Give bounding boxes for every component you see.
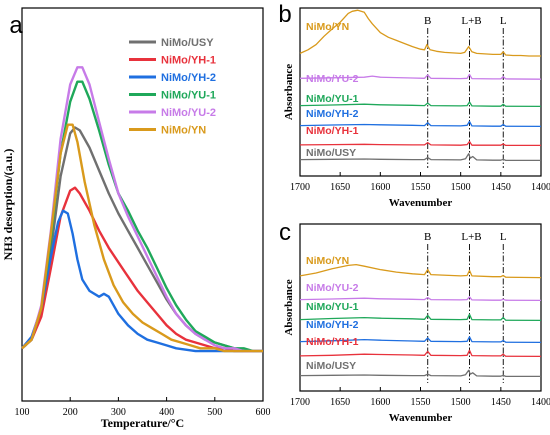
series-line-c: [299, 263, 542, 279]
x-tick-label-a: 300: [111, 407, 126, 418]
reference-label-b: L: [500, 15, 507, 27]
x-tick-label-b: 1450: [491, 182, 511, 193]
series-label-b: NiMo/YU-1: [306, 93, 359, 105]
x-tick-label-c: 1650: [330, 397, 350, 408]
panel-letter-c: c: [279, 219, 291, 246]
x-tick-label-c: 1550: [411, 397, 431, 408]
legend-label: NiMo/USY: [161, 37, 214, 49]
reference-label-c: L+B: [461, 231, 481, 243]
x-tick-label-a: 600: [256, 407, 271, 418]
series-label-c: NiMo/YU-2: [306, 282, 359, 294]
series-line-b: [299, 73, 542, 80]
legend-label: NiMo/YH-1: [161, 55, 216, 67]
legend-label: NiMo/YU-2: [161, 107, 216, 119]
series-line-b: [299, 9, 541, 57]
reference-label-c: B: [424, 231, 431, 243]
reference-label-b: L+B: [461, 15, 481, 27]
series-label-c: NiMo/USY: [306, 360, 356, 372]
legend-label: NiMo/YN: [161, 125, 206, 137]
series-line-a: [21, 123, 263, 353]
series-label-c: NiMo/YH-2: [306, 319, 359, 331]
x-tick-label-c: 1700: [290, 397, 310, 408]
series-label-c: NiMo/YH-1: [306, 336, 359, 348]
series-label-b: NiMo/YH-2: [306, 108, 359, 120]
series-line-b: [299, 153, 541, 162]
x-axis-label-a: Temperature/°C: [101, 416, 184, 430]
panel-letter-a: a: [9, 12, 23, 39]
reference-label-b: B: [424, 15, 431, 27]
x-tick-label-b: 1600: [370, 182, 390, 193]
y-axis-label-b: Absorbance: [283, 64, 295, 120]
legend-label: NiMo/YU-1: [161, 90, 216, 102]
series-label-b: NiMo/YH-1: [306, 125, 359, 137]
x-tick-label-a: 500: [207, 407, 222, 418]
y-axis-label-a: NH3 desorption/(a.u.): [1, 149, 15, 261]
series-label-b: NiMo/YU-2: [306, 73, 359, 85]
series-line-c: [299, 369, 541, 378]
series-line-c: [299, 313, 542, 322]
x-tick-label-b: 1650: [330, 182, 350, 193]
series-line-a: [21, 66, 263, 353]
series-label-b: NiMo/YN: [306, 21, 349, 33]
series-line-a: [21, 209, 263, 353]
y-axis-label-c: Absorbance: [283, 279, 295, 335]
series-line-b: [299, 140, 541, 147]
series-label-b: NiMo/USY: [306, 147, 356, 159]
panel-a: a 100 200 300 400 500 600 Temperature/°C NH3 des…: [1, 7, 271, 430]
legend-label: NiMo/YH-2: [161, 72, 216, 84]
x-tick-label-c: 1400: [531, 397, 550, 408]
series-line-c: [299, 336, 542, 344]
series-line-b: [299, 101, 542, 108]
x-tick-label-b: 1550: [411, 182, 431, 193]
series-line-a: [21, 80, 263, 353]
x-tick-label-a: 400: [159, 407, 174, 418]
plot-frame-a: [21, 7, 264, 402]
panel-b: b 1700 1650 1600 1550 1500 1450 1400 Wavenumber A…: [278, 1, 550, 209]
panel-letter-b: b: [278, 1, 291, 28]
reference-label-c: L: [500, 231, 507, 243]
x-tick-label-b: 1500: [451, 182, 471, 193]
x-tick-label-c: 1600: [370, 397, 390, 408]
series-line-a: [21, 186, 263, 353]
series-line-b: [299, 120, 542, 128]
panel-c: c 1700 1650 1600 1550 1500 1450 1400 Wavenumber A…: [279, 219, 550, 424]
x-tick-label-b: 1700: [290, 182, 310, 193]
x-tick-label-a: 100: [15, 407, 30, 418]
series-label-c: NiMo/YU-1: [306, 301, 359, 313]
x-tick-label-b: 1400: [531, 182, 550, 193]
x-tick-label-a: 200: [63, 407, 78, 418]
x-tick-label-c: 1450: [491, 397, 511, 408]
series-line-c: [299, 349, 542, 358]
series-line-c: [299, 296, 542, 302]
x-tick-label-c: 1500: [451, 397, 471, 408]
series-label-c: NiMo/YN: [306, 255, 349, 267]
x-axis-label-b: Wavenumber: [389, 197, 453, 209]
x-axis-label-c: Wavenumber: [389, 412, 453, 424]
